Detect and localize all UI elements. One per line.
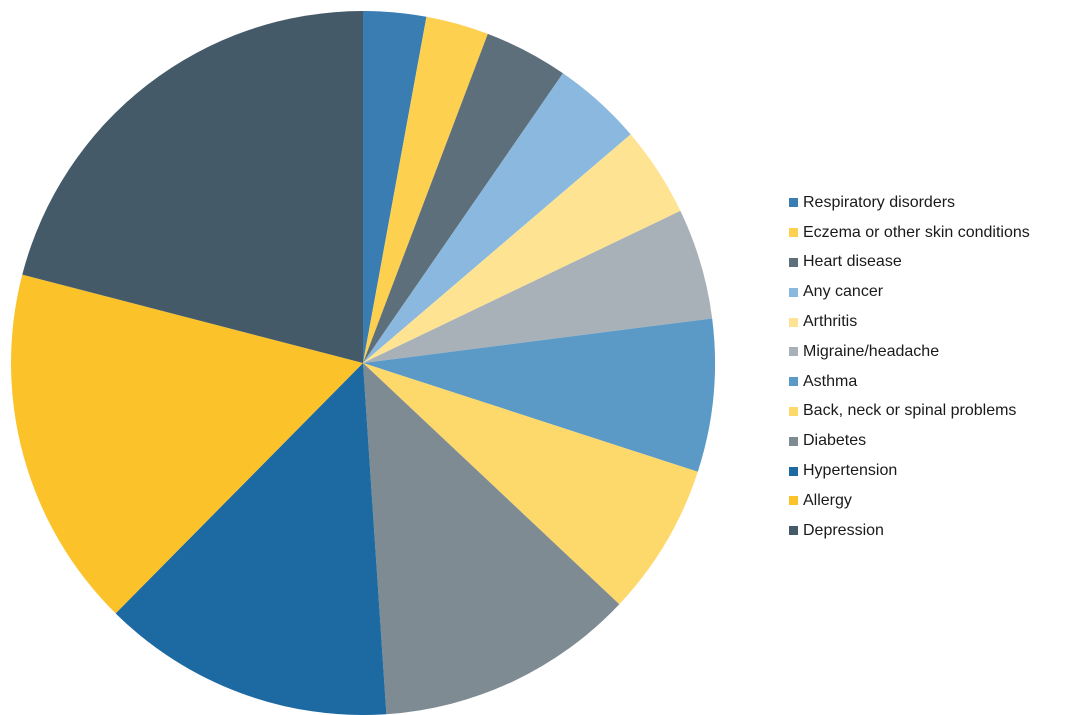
- pie-slice-asthma: [363, 318, 715, 472]
- pie-slice-respiratory-disorders: [363, 11, 427, 363]
- legend-swatch: [789, 317, 798, 327]
- legend-item: Asthma: [789, 367, 1069, 397]
- legend-item: Migraine/headache: [789, 337, 1069, 367]
- legend-item: Respiratory disorders: [789, 188, 1069, 218]
- legend-swatch: [789, 228, 798, 238]
- legend-item: Allergy: [789, 486, 1069, 516]
- legend-swatch: [789, 466, 798, 476]
- legend-swatch: [789, 377, 798, 387]
- legend-swatch: [789, 496, 798, 506]
- legend-label: Allergy: [803, 491, 852, 509]
- legend-swatch: [789, 287, 798, 297]
- pie-slice-any-cancer: [363, 73, 631, 363]
- legend-label: Arthritis: [803, 313, 858, 331]
- legend-swatch: [789, 436, 798, 446]
- pie-slices: [11, 11, 715, 715]
- legend-swatch: [789, 526, 798, 536]
- legend-label: Hypertension: [803, 462, 898, 480]
- pie-slice-eczema-or-other-skin-conditions: [363, 16, 488, 364]
- legend-item: Hypertension: [789, 456, 1069, 486]
- chart-legend: Respiratory disorders Eczema or other ski…: [789, 188, 1069, 546]
- legend-label: Respiratory disorders: [803, 193, 956, 211]
- pie-slice-arthritis: [363, 134, 681, 363]
- legend-label: Asthma: [803, 372, 858, 390]
- pie-slice-migraine-headache: [363, 210, 713, 363]
- legend-label: Diabetes: [803, 432, 867, 450]
- legend-item: Depression: [789, 516, 1069, 546]
- legend-label: Back, neck or spinal problems: [803, 402, 1017, 420]
- legend-item: Diabetes: [789, 426, 1069, 456]
- legend-swatch: [789, 198, 798, 208]
- legend-swatch: [789, 347, 798, 357]
- pie-slice-hypertension: [115, 363, 387, 715]
- pie-slice-diabetes: [363, 363, 620, 715]
- pie-slice-allergy: [11, 274, 364, 614]
- legend-item: Arthritis: [789, 307, 1069, 337]
- legend-item: Heart disease: [789, 248, 1069, 278]
- legend-swatch: [789, 406, 798, 416]
- pie-slice-back-neck-or-spinal-problems: [363, 363, 698, 605]
- legend-label: Depression: [803, 521, 884, 539]
- legend-label: Migraine/headache: [803, 342, 940, 360]
- legend-item: Back, neck or spinal problems: [789, 397, 1069, 427]
- legend-item: Eczema or other skin conditions: [789, 218, 1069, 248]
- legend-label: Eczema or other skin conditions: [803, 223, 1030, 241]
- legend-swatch: [789, 257, 798, 267]
- legend-item: Any cancer: [789, 277, 1069, 307]
- pie-slice-depression: [22, 11, 364, 363]
- legend-label: Heart disease: [803, 253, 902, 271]
- legend-label: Any cancer: [803, 283, 884, 301]
- pie-slice-heart-disease: [363, 33, 563, 364]
